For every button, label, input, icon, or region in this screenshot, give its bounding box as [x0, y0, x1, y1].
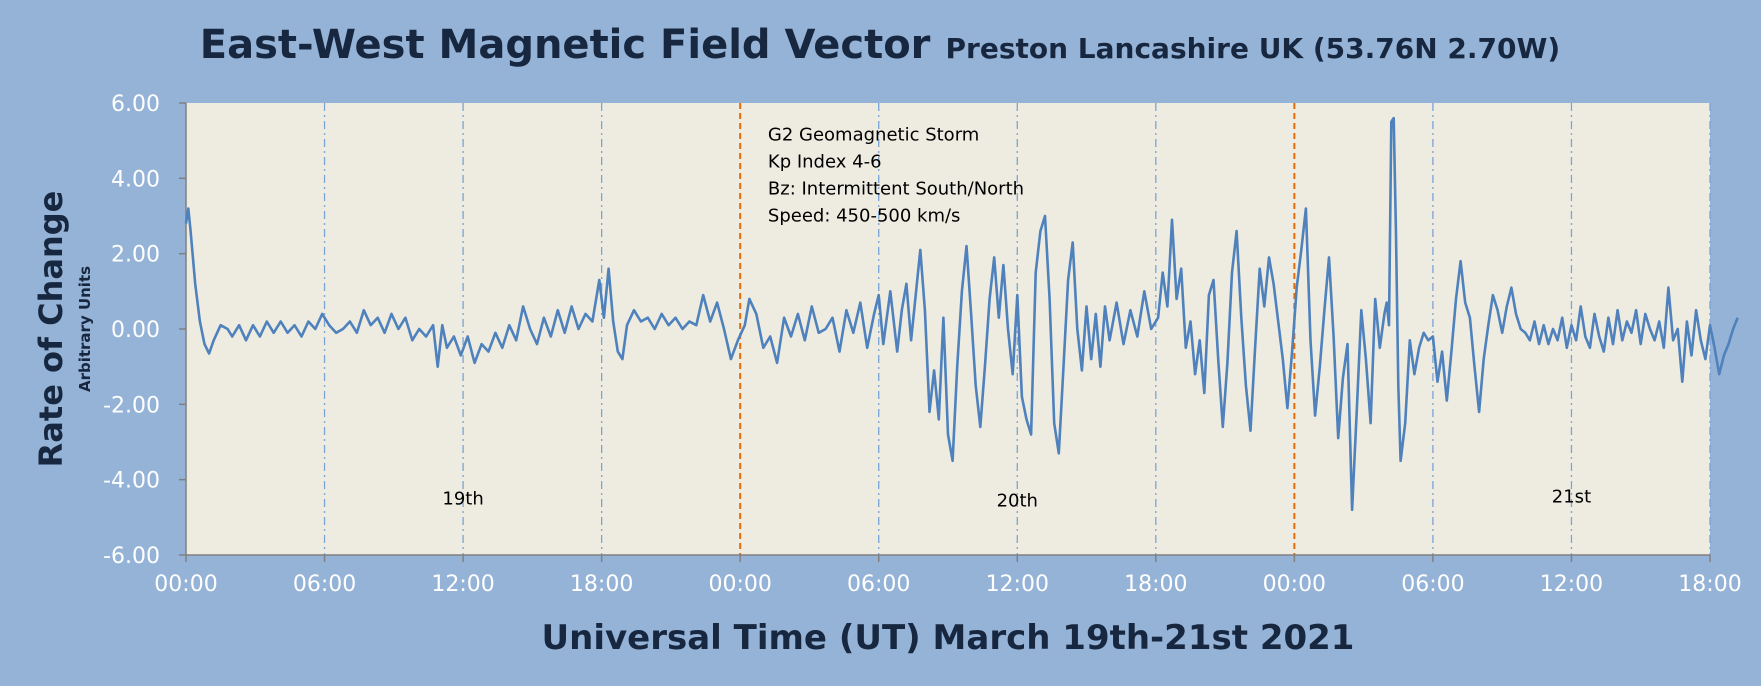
series-layer — [184, 116, 1739, 512]
x-tick-label: 00:00 — [708, 572, 771, 597]
annotation-line-3: Bz: Intermittent South/North — [768, 179, 1024, 200]
plot-area — [186, 103, 1710, 555]
series-line — [184, 116, 1739, 512]
x-tick-label: 06:00 — [293, 572, 356, 597]
y-tick-label: 0.00 — [111, 318, 160, 343]
day-label: 20th — [997, 490, 1038, 511]
y-tick-label: 2.00 — [111, 243, 160, 268]
x-tick-label: 18:00 — [1678, 572, 1741, 597]
x-tick-label: 18:00 — [570, 572, 633, 597]
chart-title: East-West Magnetic Field Vector — [200, 22, 931, 68]
y-tick-label: -6.00 — [103, 544, 160, 569]
x-tick-label: 12:00 — [431, 572, 494, 597]
y-axis-title: Rate of Change — [32, 191, 70, 468]
chart-title-line: East-West Magnetic Field Vector Preston … — [200, 22, 1560, 68]
x-tick-label: 06:00 — [847, 572, 910, 597]
x-tick-label: 12:00 — [1540, 572, 1603, 597]
x-tick-label: 00:00 — [1263, 572, 1326, 597]
chart-subtitle: Preston Lancashire UK (53.76N 2.70W) — [946, 32, 1561, 65]
annotation-layer: G2 Geomagnetic Storm Kp Index 4-6 Bz: In… — [768, 125, 1030, 227]
y-tick-label: 4.00 — [111, 167, 160, 192]
tick-labels: 6.00 4.00 2.00 0.00 -2.00 -4.00 -6.00 00:00 06:0… — [103, 92, 1742, 597]
axes — [179, 102, 1711, 562]
y-tick-label: 6.00 — [111, 92, 160, 117]
y-tick-label: -4.00 — [103, 469, 160, 494]
annotation-text: G2 Geomagnetic Storm Kp Index 4-6 Bz: In… — [768, 125, 1030, 227]
x-tick-label: 12:00 — [986, 572, 1049, 597]
annotation-line-2: Kp Index 4-6 — [768, 152, 882, 173]
x-tick-label: 06:00 — [1401, 572, 1464, 597]
day-label: 21st — [1552, 487, 1591, 508]
y-axis-subtitle: Arbitrary Units — [76, 266, 94, 392]
annotation-line-1: G2 Geomagnetic Storm — [768, 125, 979, 146]
x-tick-label: 18:00 — [1124, 572, 1187, 597]
x-tick-label: 00:00 — [154, 572, 217, 597]
day-label: 19th — [442, 489, 483, 510]
x-axis-title: Universal Time (UT) March 19th-21st 2021 — [542, 618, 1355, 658]
y-tick-label: -2.00 — [103, 393, 160, 418]
annotation-line-4: Speed: 450-500 km/s — [768, 206, 961, 227]
